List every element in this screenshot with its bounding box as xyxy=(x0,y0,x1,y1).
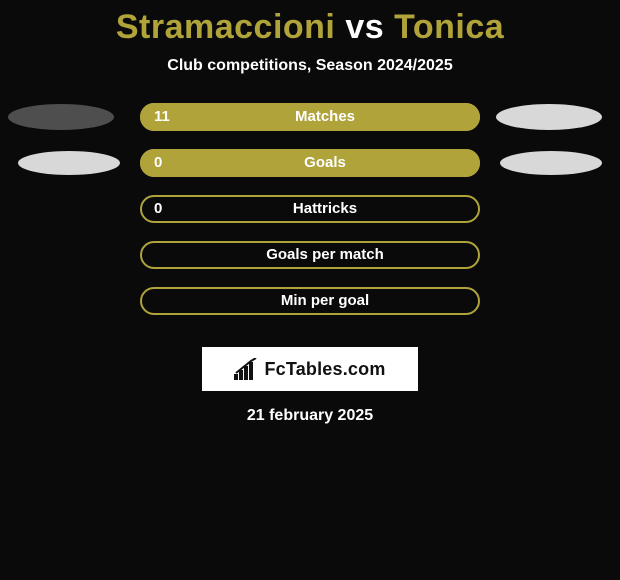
title-part-3: Tonica xyxy=(394,8,504,46)
bars-icon xyxy=(234,358,258,380)
page-title: Stramaccioni vs Tonica xyxy=(0,0,620,47)
title-part-1: Stramaccioni xyxy=(116,8,336,46)
stat-bar: Goals per match xyxy=(140,241,480,269)
bar-label: Min per goal xyxy=(140,287,480,315)
stat-row: Goals per match xyxy=(0,241,620,287)
logo-text: FcTables.com xyxy=(264,359,385,380)
side-ellipse xyxy=(496,104,602,130)
title-part-2: vs xyxy=(335,8,394,46)
bar-label: Goals per match xyxy=(140,241,480,269)
stat-bar: Min per goal xyxy=(140,287,480,315)
stat-row: Min per goal xyxy=(0,287,620,333)
side-ellipse xyxy=(8,104,114,130)
side-ellipse xyxy=(500,151,602,175)
bar-label: Matches xyxy=(140,103,480,131)
bar-label: Hattricks xyxy=(140,195,480,223)
stat-bar: 11Matches xyxy=(140,103,480,131)
stat-rows: 11Matches 0Goals 0Hattricks Goals per match… xyxy=(0,103,620,333)
date-text: 21 february 2025 xyxy=(0,407,620,425)
logo-box: FcTables.com xyxy=(202,347,418,391)
bar-label: Goals xyxy=(140,149,480,177)
side-ellipse xyxy=(18,151,120,175)
stat-bar: 0Goals xyxy=(140,149,480,177)
stat-row: 0Hattricks xyxy=(0,195,620,241)
subtitle: Club competitions, Season 2024/2025 xyxy=(0,57,620,75)
stat-bar: 0Hattricks xyxy=(140,195,480,223)
stat-row: 11Matches xyxy=(0,103,620,149)
stat-row: 0Goals xyxy=(0,149,620,195)
